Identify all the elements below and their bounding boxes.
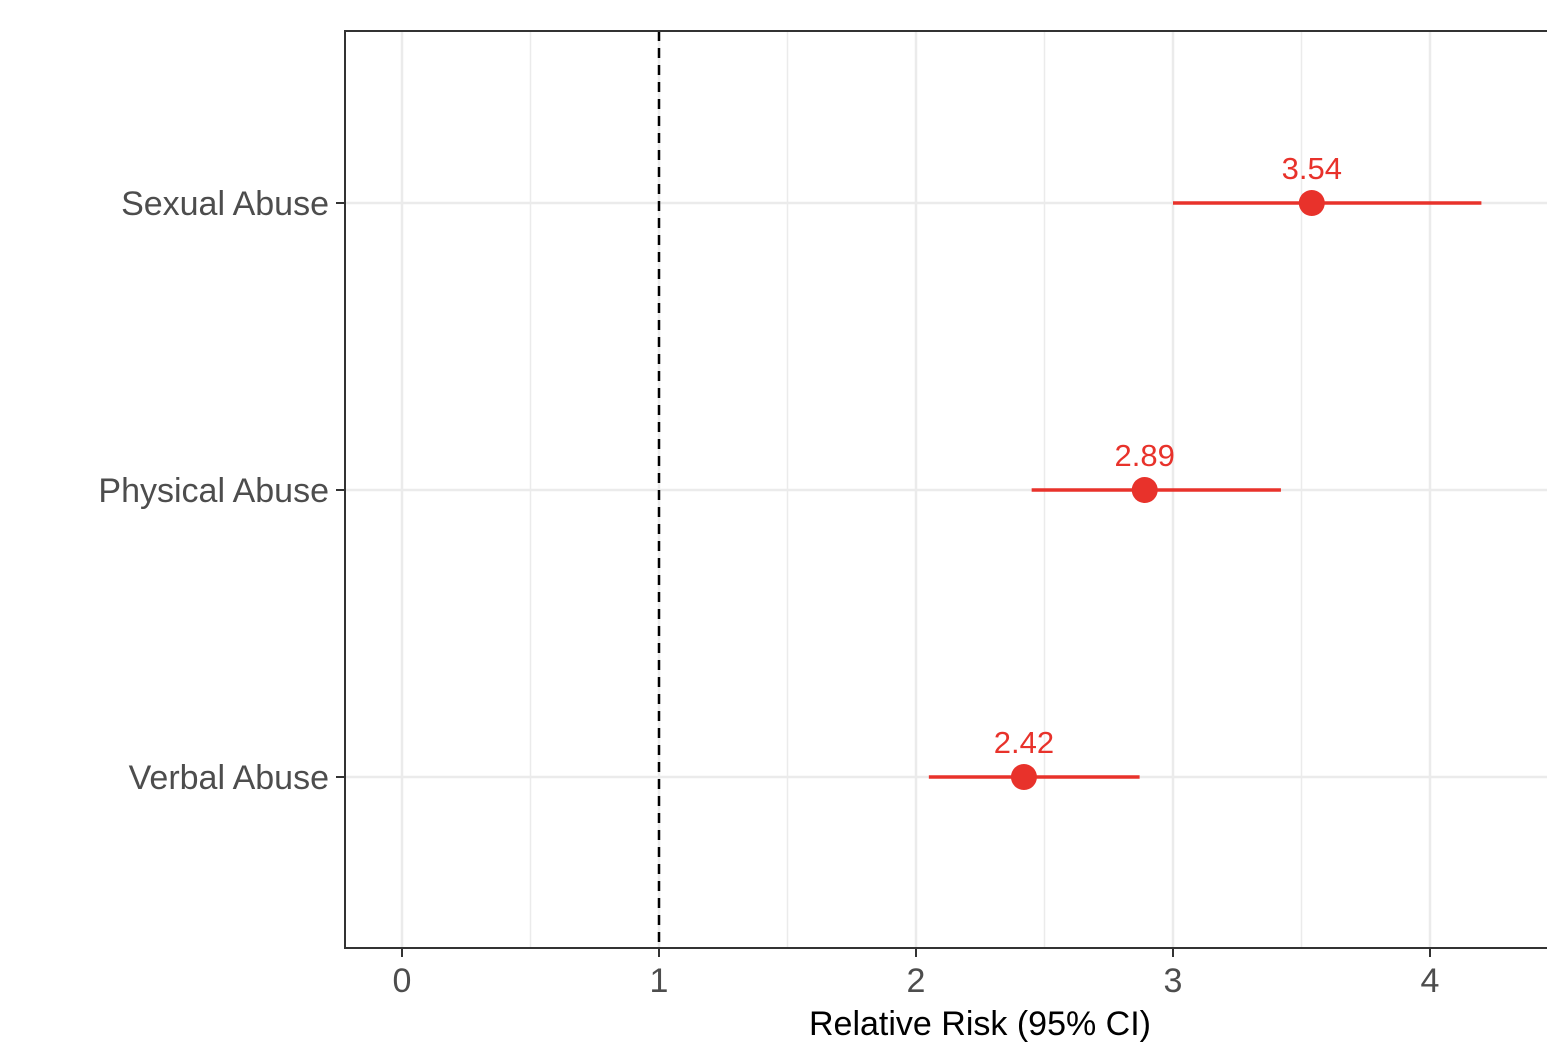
gridlines (345, 31, 1547, 948)
x-tick-label: 2 (907, 962, 926, 1000)
x-tick-label: 1 (650, 962, 669, 1000)
y-axis: Sexual Abuse Physical Abuse Verbal Abuse (98, 185, 345, 797)
y-tick-label: Physical Abuse (98, 472, 329, 510)
data-label: 3.54 (1282, 151, 1342, 186)
x-axis: 0 1 2 3 4 (393, 948, 1440, 1000)
data-label: 2.42 (994, 725, 1054, 760)
data-label: 2.89 (1115, 438, 1175, 473)
estimate-point (1010, 764, 1037, 790)
data-marks: 3.54 2.89 2.42 (928, 151, 1482, 790)
x-tick-label: 4 (1421, 962, 1440, 1000)
y-tick-label: Verbal Abuse (129, 759, 329, 797)
x-tick-label: 0 (393, 962, 412, 1000)
x-tick-label: 3 (1164, 962, 1183, 1000)
estimate-point (1131, 477, 1158, 503)
y-tick-label: Sexual Abuse (121, 185, 329, 223)
estimate-point (1298, 190, 1325, 216)
x-axis-title: Relative Risk (95% CI) (809, 1005, 1151, 1043)
